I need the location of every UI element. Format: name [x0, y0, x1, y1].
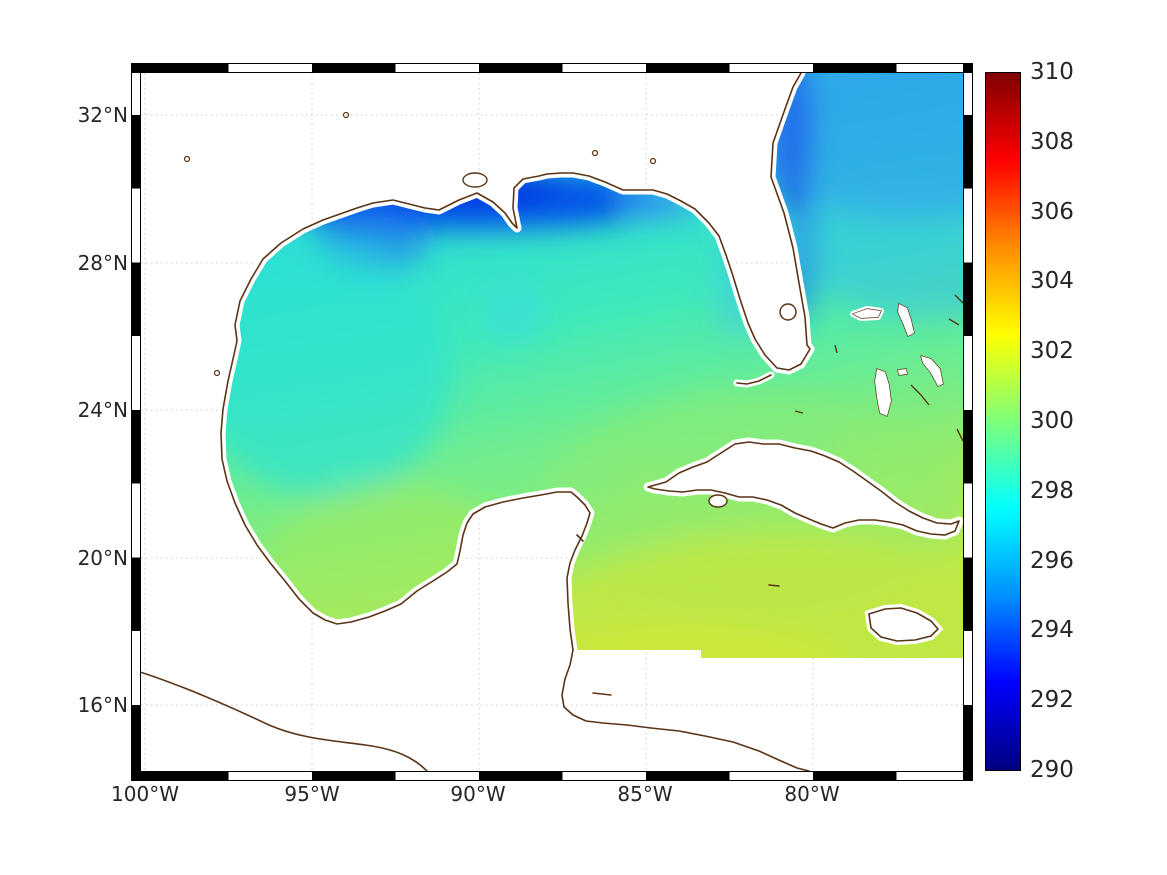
- map-frame-bottom: [132, 771, 972, 780]
- x-tick-label-95w: 95°W: [284, 782, 340, 806]
- grand-cayman: [768, 584, 780, 587]
- roatan: [592, 692, 612, 696]
- jamaica: [864, 603, 944, 646]
- florida-keys: [736, 374, 772, 385]
- colorbar-tick-304: 304: [1030, 268, 1074, 294]
- mainland-coastline: [216, 73, 815, 771]
- y-tick-label-32n: 32°N: [77, 103, 128, 127]
- frame-corner-top-right: [963, 64, 972, 73]
- colorbar-tick-302: 302: [1030, 338, 1074, 364]
- colorbar-tick-296: 296: [1030, 548, 1074, 574]
- colorbar: [985, 72, 1021, 771]
- bahamas-islands: [794, 294, 963, 442]
- y-tick-label-28n: 28°N: [77, 251, 128, 275]
- x-tick-label-90w: 90°W: [450, 782, 506, 806]
- coast-line: [220, 73, 811, 771]
- map-frame-inner-border: [140, 72, 964, 772]
- map-frame-left: [132, 64, 141, 780]
- colorbar-tick-292: 292: [1030, 687, 1074, 713]
- y-tick-label-20n: 20°N: [77, 546, 128, 570]
- pacific-coastline: [141, 671, 428, 771]
- colorbar-tick-294: 294: [1030, 617, 1074, 643]
- colorbar-tick-290: 290: [1030, 757, 1074, 783]
- x-tick-label-80w: 80°W: [784, 782, 840, 806]
- colorbar-tick-310: 310: [1030, 59, 1074, 85]
- colorbar-tick-300: 300: [1030, 408, 1074, 434]
- colorbar-tick-306: 306: [1030, 199, 1074, 225]
- x-tick-label-100w: 100°W: [111, 782, 179, 806]
- map-canvas: [141, 73, 963, 771]
- x-tick-label-85w: 85°W: [617, 782, 673, 806]
- cuba: [643, 437, 963, 540]
- frame-corner-top-left: [132, 64, 141, 73]
- map-frame-outer-border: [131, 63, 973, 781]
- inland-features: [141, 111, 797, 771]
- map-frame-top: [132, 64, 972, 73]
- map-frame-right: [963, 64, 972, 780]
- y-tick-label-24n: 24°N: [77, 398, 128, 422]
- y-tick-label-16n: 16°N: [77, 693, 128, 717]
- small-islands: [576, 371, 780, 696]
- lake-okeechobee: [779, 303, 797, 321]
- frame-corner-bottom-left: [132, 771, 141, 780]
- frame-corner-bottom-right: [963, 771, 972, 780]
- colorbar-tick-298: 298: [1030, 478, 1074, 504]
- lake-pontchartrain: [462, 172, 488, 188]
- colorbar-tick-308: 308: [1030, 129, 1074, 155]
- cozumel: [576, 534, 584, 542]
- isla-de-la-juventud: [708, 494, 728, 508]
